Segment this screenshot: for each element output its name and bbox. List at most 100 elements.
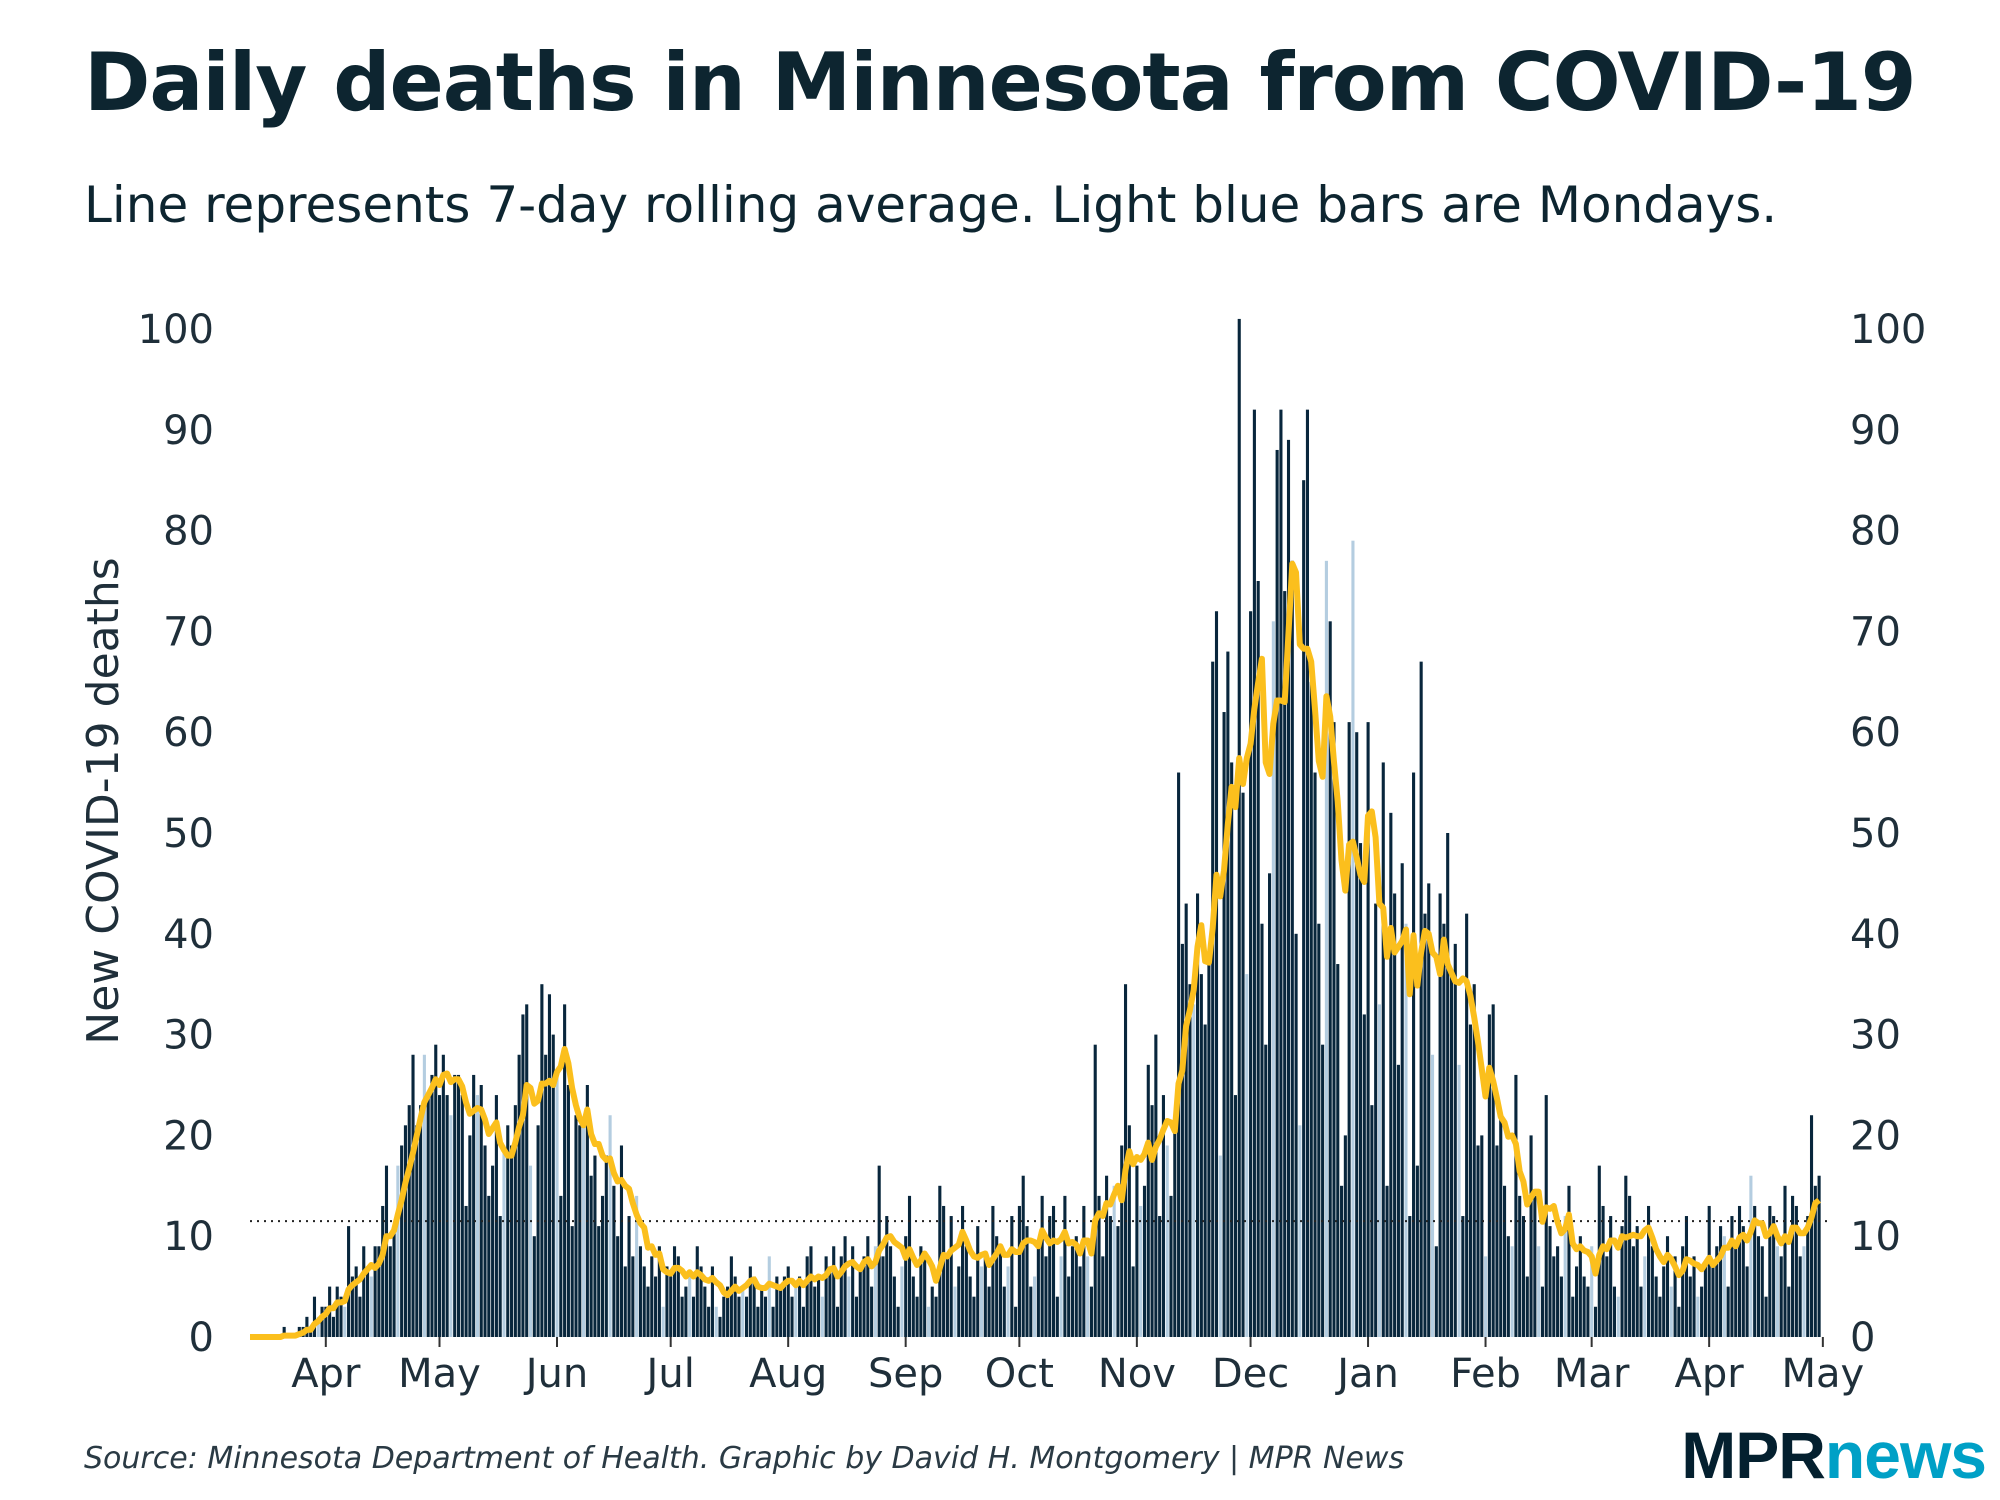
bar	[1078, 1266, 1082, 1337]
bar	[498, 1216, 502, 1337]
bar	[1461, 1216, 1465, 1337]
bar	[854, 1296, 858, 1337]
bar	[593, 1155, 597, 1337]
bar	[1514, 1074, 1518, 1337]
bar	[957, 1266, 961, 1337]
bar	[559, 1195, 563, 1337]
bar	[563, 1004, 567, 1337]
bar	[763, 1296, 768, 1337]
y-tick-label: 90	[1850, 408, 1901, 454]
monday-bar	[343, 1306, 347, 1337]
bar	[1673, 1256, 1677, 1337]
bar	[1313, 772, 1317, 1337]
bar	[347, 1226, 351, 1337]
monday-bar	[502, 1145, 506, 1337]
bar	[695, 1246, 699, 1337]
bar	[1756, 1236, 1761, 1337]
y-tick-label: 40	[1850, 912, 1901, 958]
bar	[472, 1074, 476, 1337]
bar	[1628, 1195, 1632, 1337]
bar	[456, 1074, 461, 1337]
bar	[510, 1145, 514, 1337]
bar	[1120, 1145, 1124, 1337]
bar	[1374, 903, 1378, 1337]
bar	[998, 1246, 1003, 1337]
bar	[665, 1266, 669, 1337]
bar	[862, 1256, 866, 1337]
bar	[547, 994, 552, 1337]
y-tick-label: 100	[1850, 307, 1926, 353]
monday-bar	[1669, 1286, 1673, 1337]
bar	[744, 1296, 749, 1337]
bar	[1101, 1256, 1105, 1337]
bar	[407, 1105, 411, 1337]
bar	[453, 1074, 457, 1337]
bar	[570, 1226, 574, 1337]
bar	[1518, 1195, 1522, 1337]
bar	[331, 1316, 335, 1337]
bar	[707, 1306, 711, 1337]
bar	[1067, 1276, 1071, 1337]
bar	[1131, 1266, 1135, 1337]
bar	[1241, 792, 1245, 1337]
bar	[1014, 1306, 1018, 1337]
bar	[320, 1306, 324, 1337]
bar	[1226, 651, 1230, 1337]
monday-bar	[794, 1286, 798, 1337]
monday-bar	[316, 1316, 320, 1337]
y-tick-label: 30	[1850, 1013, 1901, 1059]
bar	[638, 1246, 642, 1337]
bar	[1362, 1014, 1366, 1337]
bar	[1442, 923, 1446, 1337]
bar	[934, 1296, 938, 1337]
bar	[699, 1266, 703, 1337]
monday-bar	[1457, 1064, 1461, 1337]
monday-bar	[1643, 1256, 1647, 1337]
monday-bar	[661, 1306, 665, 1337]
bar	[1772, 1216, 1776, 1337]
bar	[1286, 439, 1291, 1337]
bar	[1521, 1216, 1526, 1337]
bar	[964, 1246, 968, 1337]
bar	[1385, 1185, 1389, 1337]
bar	[779, 1286, 783, 1337]
monday-bar	[1033, 1276, 1037, 1337]
monday-bar	[1404, 923, 1408, 1337]
monday-bar	[1696, 1296, 1700, 1337]
y-tick-label: 70	[163, 609, 214, 655]
bar	[1438, 893, 1442, 1337]
bar	[832, 1246, 836, 1337]
bar	[1487, 1014, 1491, 1337]
x-tick-label: Jan	[1334, 1351, 1399, 1397]
x-tick-label: May	[1781, 1351, 1864, 1397]
bar	[339, 1296, 343, 1337]
y-tick-label: 80	[1850, 509, 1901, 555]
bar	[1317, 923, 1321, 1337]
bar	[1214, 611, 1219, 1337]
y-tick-label: 20	[163, 1113, 214, 1159]
bar	[1275, 449, 1279, 1338]
source-note: Source: Minnesota Department of Health. …	[84, 1441, 1405, 1476]
bar	[426, 1095, 430, 1337]
x-tick-label: Jul	[644, 1351, 695, 1397]
bar	[710, 1266, 714, 1337]
bar	[1719, 1226, 1723, 1337]
bar	[1662, 1266, 1666, 1337]
y-tick-label: 80	[163, 509, 214, 555]
y-tick-label: 70	[1850, 609, 1901, 655]
bar	[1540, 1286, 1544, 1337]
monday-bar	[422, 1054, 426, 1337]
bar	[809, 1246, 813, 1337]
bar	[350, 1276, 354, 1337]
x-tick-label: Mar	[1554, 1351, 1630, 1397]
bar	[1449, 974, 1454, 1337]
bar	[619, 1145, 624, 1337]
bar	[983, 1256, 987, 1337]
bar	[949, 1216, 953, 1337]
bar	[1760, 1246, 1764, 1337]
bar	[1211, 661, 1215, 1337]
bar	[1070, 1246, 1075, 1337]
bar	[1681, 1246, 1685, 1337]
monday-bar	[979, 1266, 984, 1337]
